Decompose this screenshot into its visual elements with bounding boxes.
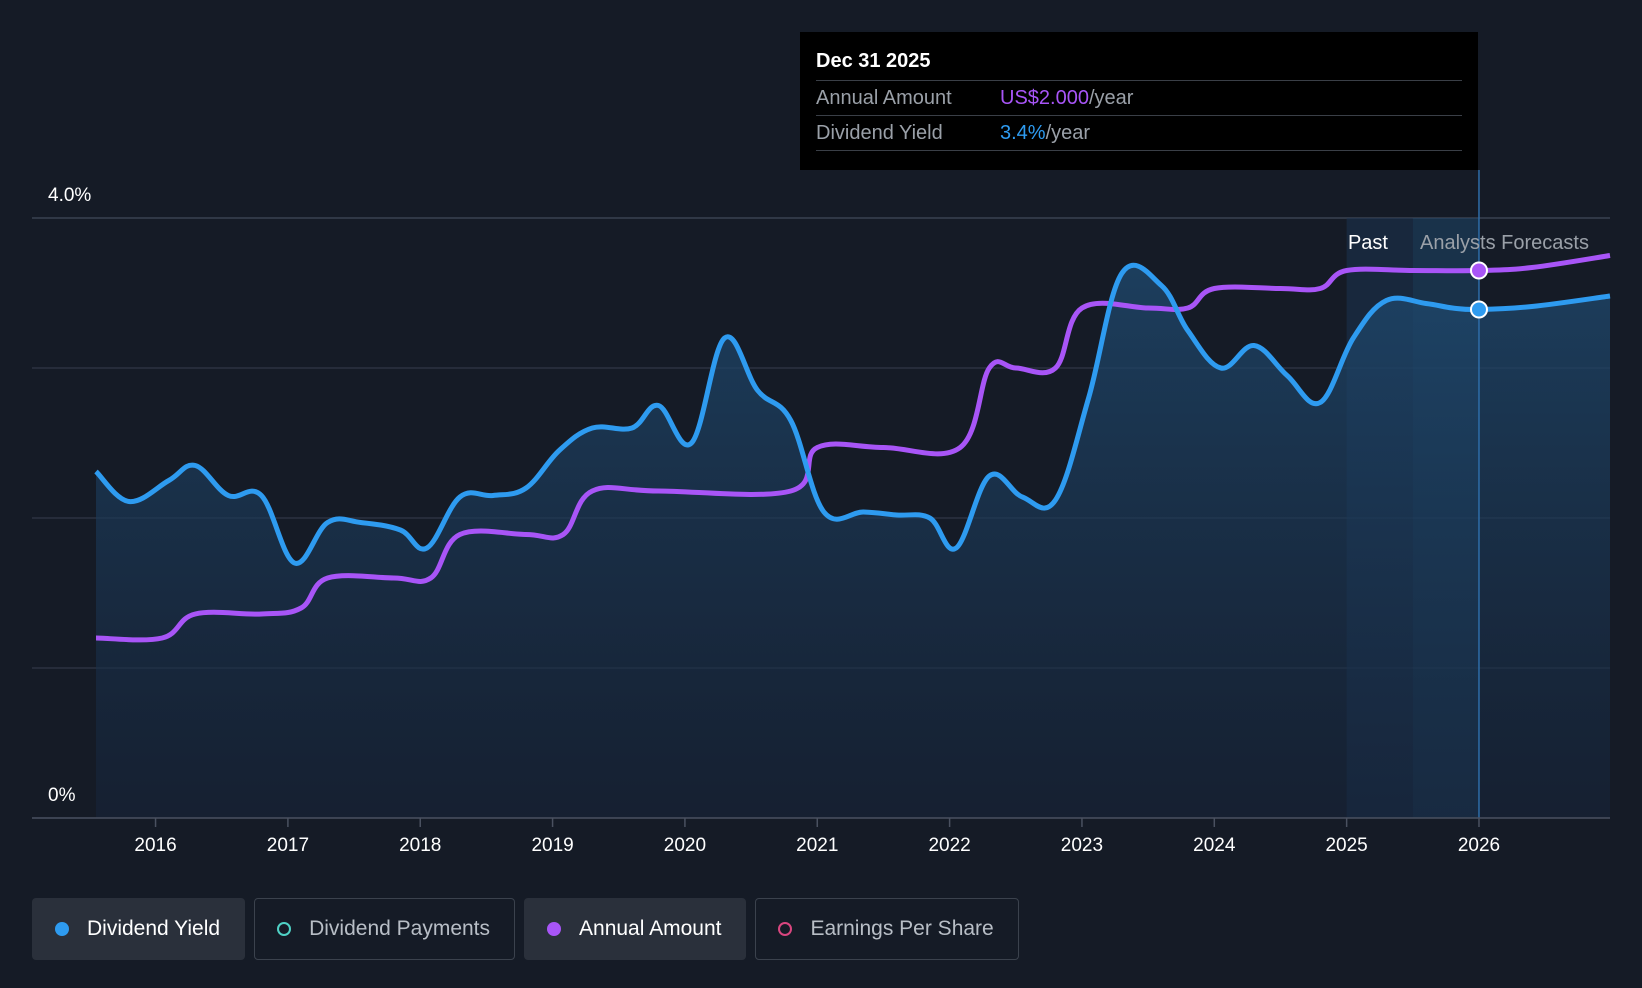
dividend-yield-area xyxy=(96,265,1610,819)
dividend-yield-dot-icon xyxy=(55,922,69,936)
x-tick-label: 2022 xyxy=(928,835,970,856)
x-axis-ticks: 2016 2017 2018 2019 2020 2021 2022 2023 2024 2025… xyxy=(134,818,1500,856)
x-tick-label: 2021 xyxy=(796,835,838,856)
annual-amount-marker[interactable] xyxy=(1469,261,1488,280)
legend: Dividend Yield Dividend Payments Annual … xyxy=(32,898,1019,960)
tooltip-yield-unit: /year xyxy=(1045,121,1091,144)
dividend-yield-marker[interactable] xyxy=(1469,300,1488,319)
legend-label: Dividend Payments xyxy=(309,917,491,940)
legend-dividend-yield-button[interactable]: Dividend Yield xyxy=(32,898,246,960)
y-tick-label-top: 4.0% xyxy=(48,185,91,206)
forecast-label: Analysts Forecasts xyxy=(1420,232,1589,254)
annual-amount-line xyxy=(95,253,1611,643)
dividend-yield-line xyxy=(94,262,1611,566)
legend-label: Dividend Yield xyxy=(87,917,221,940)
tooltip-annual-label: Annual Amount xyxy=(816,86,952,109)
y-tick-label-bottom: 0% xyxy=(48,785,76,806)
legend-annual-amount-button[interactable]: Annual Amount xyxy=(524,898,747,960)
tooltip-annual-value: US$2.000 xyxy=(1000,86,1089,109)
x-tick-label: 2024 xyxy=(1193,835,1236,856)
x-tick-label: 2017 xyxy=(267,835,309,856)
tooltip-yield-label: Dividend Yield xyxy=(816,121,943,144)
tooltip-annual-unit: /year xyxy=(1088,86,1134,109)
x-tick-label: 2026 xyxy=(1458,835,1500,856)
dividend-payments-ring-icon xyxy=(277,922,292,936)
tooltip-annual-row: Annual Amount US$2.000 /year xyxy=(816,81,1462,116)
x-tick-label: 2025 xyxy=(1325,835,1367,856)
x-tick-label: 2016 xyxy=(134,835,176,856)
legend-dividend-payments-button[interactable]: Dividend Payments xyxy=(254,898,516,960)
x-tick-label: 2020 xyxy=(664,835,706,856)
past-label: Past xyxy=(1348,232,1388,254)
earnings-per-share-ring-icon xyxy=(778,922,793,936)
x-tick-label: 2019 xyxy=(531,835,573,856)
annual-amount-dot-icon xyxy=(547,922,562,936)
tooltip-date: Dec 31 2025 xyxy=(816,50,1462,81)
legend-label: Annual Amount xyxy=(579,917,722,940)
legend-earnings-per-share-button[interactable]: Earnings Per Share xyxy=(755,898,1019,960)
legend-label: Earnings Per Share xyxy=(810,917,994,940)
x-tick-label: 2023 xyxy=(1061,835,1103,856)
tooltip-yield-value: 3.4% xyxy=(1000,121,1046,144)
x-tick-label: 2018 xyxy=(399,835,441,856)
dividend-chart: 2016 2017 2018 2019 2020 2021 2022 2023 2024 2025… xyxy=(32,170,1611,856)
tooltip-yield-row: Dividend Yield 3.4% /year xyxy=(816,116,1462,151)
tooltip: Dec 31 2025 Annual Amount US$2.000 /year… xyxy=(800,32,1478,170)
